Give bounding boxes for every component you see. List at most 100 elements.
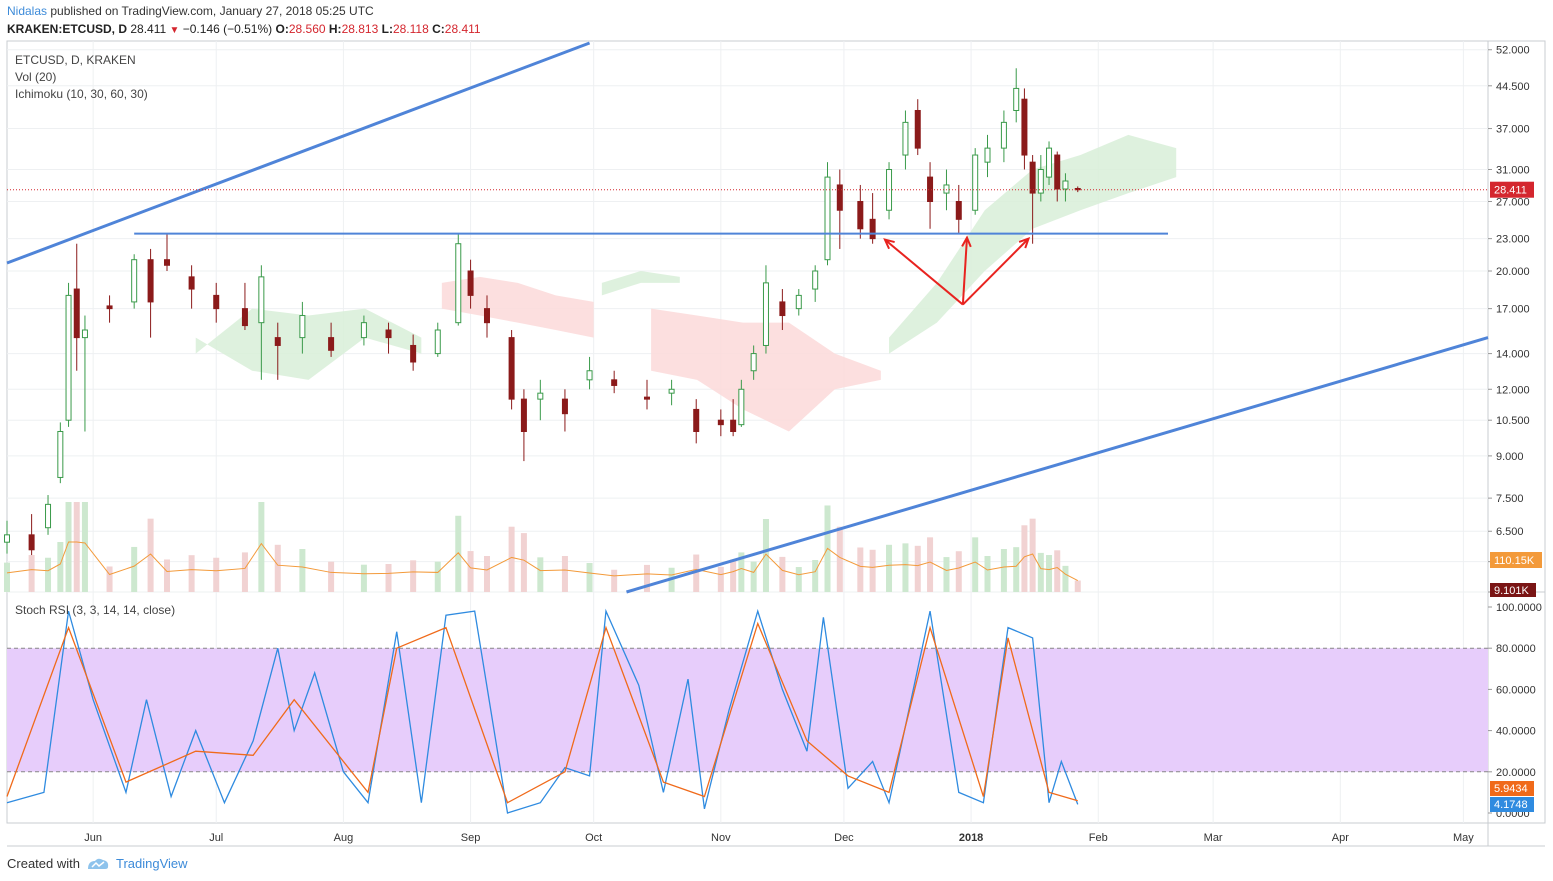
- candle-body: [561, 398, 568, 415]
- candle-body: [241, 308, 248, 327]
- volume-bar: [537, 557, 544, 592]
- candle-body: [902, 121, 909, 156]
- high-value: 28.813: [341, 22, 379, 36]
- red-arrow[interactable]: [961, 237, 968, 305]
- volume-ma-line: [6, 541, 1078, 581]
- legend-symbol[interactable]: ETCUSD, D, KRAKEN: [15, 53, 136, 67]
- volume-bar: [274, 544, 281, 592]
- candle-body: [1000, 121, 1007, 149]
- red-arrow[interactable]: [962, 237, 1030, 306]
- close-value: 28.411: [444, 22, 481, 36]
- stoch-legend[interactable]: Stoch RSI (3, 3, 14, 14, close): [15, 603, 176, 617]
- volume-bar: [693, 554, 700, 592]
- publish-header: Nidalas published on TradingView.com, Ja…: [7, 4, 374, 18]
- volume-bar: [972, 537, 979, 592]
- candle-body: [81, 329, 88, 339]
- volume-bar: [434, 561, 441, 592]
- volume-bar: [57, 542, 64, 592]
- y-tick-label: 44.500: [1496, 81, 1530, 93]
- y-tick-label: 20.000: [1496, 266, 1530, 278]
- candle-body: [28, 534, 35, 551]
- close-label: C:: [432, 22, 445, 36]
- y-tick-label: 14.000: [1496, 349, 1530, 361]
- upper-trendline[interactable]: [6, 41, 591, 265]
- ohlc-header: KRAKEN:ETCUSD, D 28.411 ▼ −0.146 (−0.51%…: [7, 22, 481, 36]
- volume-bar: [65, 502, 72, 592]
- volume-bar: [750, 561, 757, 592]
- candle-body: [869, 218, 876, 240]
- candle-body: [106, 305, 113, 310]
- candle-body: [537, 392, 544, 400]
- volume-bar: [45, 557, 52, 592]
- footer-text: Created with: [7, 856, 80, 871]
- x-tick-label: 2018: [959, 832, 983, 844]
- price-legend: ETCUSD, D, KRAKEN Vol (20) Ichimoku (10,…: [15, 52, 148, 103]
- x-tick-label: Aug: [334, 832, 354, 844]
- candle-body: [586, 370, 593, 381]
- author-link[interactable]: Nidalas: [7, 4, 48, 18]
- volume-bar: [561, 556, 568, 592]
- candle-body: [914, 109, 921, 149]
- ichimoku-cloud: [195, 308, 422, 380]
- x-tick-label: Dec: [834, 832, 854, 844]
- open-value: 28.560: [288, 22, 326, 36]
- volume-bar: [1062, 565, 1069, 592]
- volume-bar: [508, 526, 515, 592]
- candle-body: [730, 419, 737, 432]
- volume-bar: [869, 549, 876, 592]
- volume-bar: [1046, 555, 1053, 592]
- ichimoku-cloud: [601, 270, 680, 296]
- volume-bar: [73, 502, 80, 592]
- down-arrow-icon: ▼: [169, 25, 180, 36]
- volume-bar: [902, 543, 909, 592]
- candle-body: [508, 337, 515, 400]
- stoch-d-tag: [1490, 781, 1534, 796]
- candle-body: [163, 259, 170, 266]
- symbol-label: KRAKEN:ETCUSD, D: [7, 22, 127, 36]
- candle-body: [836, 184, 843, 211]
- red-arrow-head: [961, 235, 972, 248]
- ichimoku-cloud: [441, 276, 594, 338]
- candle-body: [274, 337, 281, 346]
- volume-bar: [1054, 550, 1061, 592]
- footer-brand[interactable]: TradingView: [115, 856, 188, 871]
- legend-ichimoku[interactable]: Ichimoku (10, 30, 60, 30): [15, 87, 148, 101]
- low-value: 28.118: [392, 22, 429, 36]
- price-change: −0.146 (−0.51%): [182, 22, 273, 36]
- x-tick-label: Nov: [711, 832, 731, 844]
- candle-body: [188, 276, 195, 290]
- x-tick-label: Mar: [1204, 832, 1223, 844]
- candle-body: [779, 301, 786, 317]
- volume-bar: [1000, 549, 1007, 592]
- candle-body: [4, 534, 10, 543]
- x-tick-label: Oct: [585, 832, 602, 844]
- open-label: O:: [275, 22, 289, 36]
- volume-bar: [943, 557, 950, 592]
- tradingview-logo-icon: [87, 858, 109, 869]
- legend-volume[interactable]: Vol (20): [15, 70, 57, 84]
- x-tick-label: Feb: [1089, 832, 1108, 844]
- lower-trendline[interactable]: [626, 336, 1489, 594]
- y-tick-label: 12.000: [1496, 384, 1530, 396]
- candle-body: [762, 282, 769, 346]
- candle-body: [812, 270, 819, 290]
- stoch-y-tick-label: 80.0000: [1496, 643, 1536, 655]
- volume-bar: [455, 515, 462, 592]
- volume-bar: [717, 566, 724, 592]
- candle-body: [857, 201, 864, 230]
- candle-body: [57, 430, 64, 478]
- volume-bar: [762, 519, 769, 592]
- candle-body: [467, 270, 474, 296]
- red-arrow-head: [883, 238, 895, 250]
- volume-bar: [163, 559, 170, 592]
- volume-bar: [738, 552, 745, 592]
- candle-body: [717, 419, 724, 426]
- y-tick-label: 27.000: [1496, 197, 1530, 209]
- candle-body: [73, 288, 80, 339]
- volume-bar: [927, 537, 934, 592]
- red-arrow[interactable]: [884, 238, 964, 306]
- volume-bar: [410, 560, 417, 592]
- volume-bar: [81, 502, 88, 592]
- y-tick-label: 6.500: [1496, 526, 1524, 538]
